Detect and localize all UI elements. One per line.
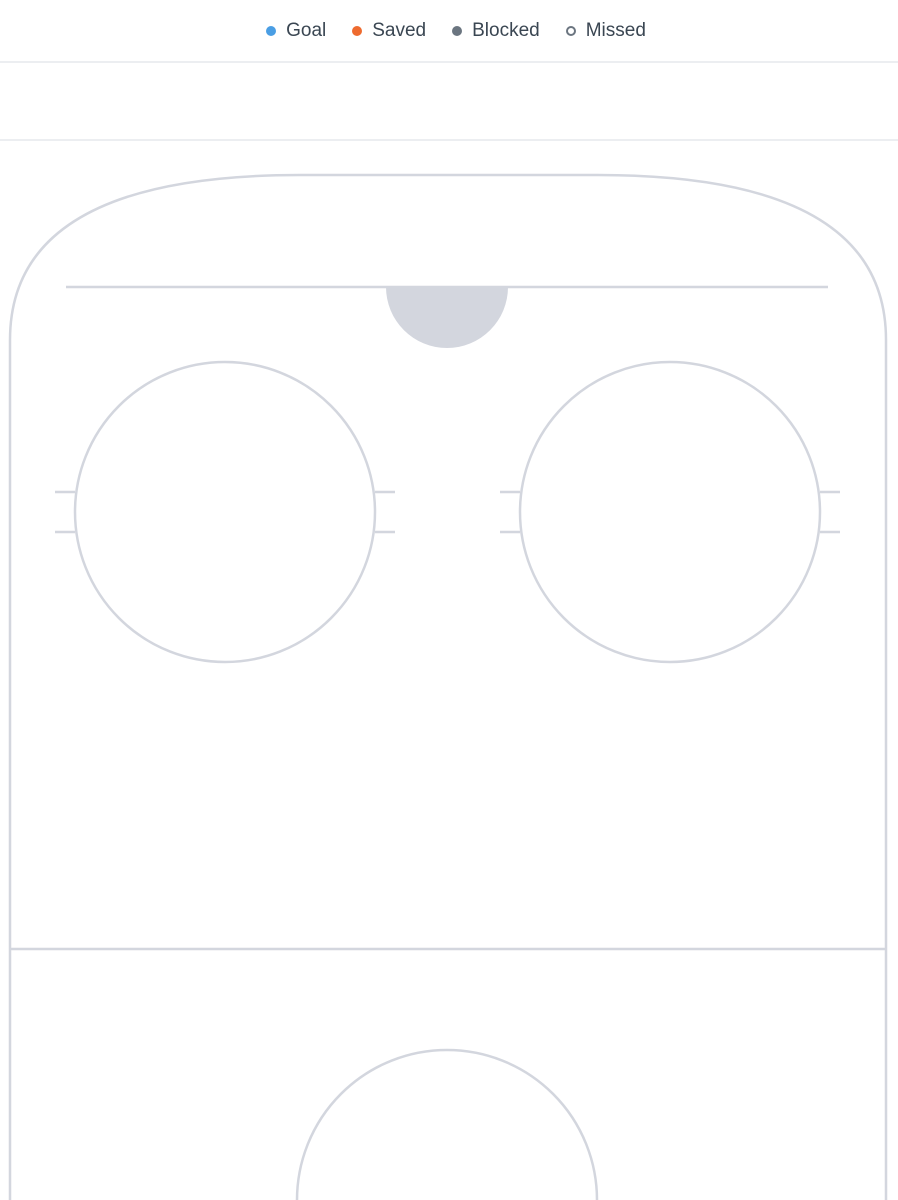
legend-item-saved[interactable]: Saved — [352, 20, 426, 42]
faceoff-circle-left — [73, 360, 377, 664]
rink-boards — [8, 173, 888, 1200]
goal-crease — [386, 287, 508, 348]
chart-legend: Goal Saved Blocked Missed — [0, 0, 898, 62]
legend-goal-swatch — [266, 26, 277, 36]
legend-blocked-swatch — [452, 26, 463, 36]
chart-top-divider — [0, 139, 898, 141]
legend-missed-label: Missed — [585, 20, 646, 41]
legend-saved-label: Saved — [372, 20, 427, 41]
legend-divider — [0, 61, 898, 63]
center-ice-circle — [295, 1048, 599, 1200]
legend-blocked-label: Blocked — [472, 20, 540, 41]
legend-saved-swatch — [352, 26, 363, 36]
legend-goal-label: Goal — [286, 20, 327, 41]
legend-missed-swatch — [565, 26, 576, 36]
faceoff-circle-right — [518, 360, 822, 664]
rink-markings — [8, 173, 888, 1200]
legend-item-blocked[interactable]: Blocked — [452, 20, 540, 42]
legend-item-goal[interactable]: Goal — [266, 20, 326, 42]
legend-item-missed[interactable]: Missed — [565, 20, 646, 42]
